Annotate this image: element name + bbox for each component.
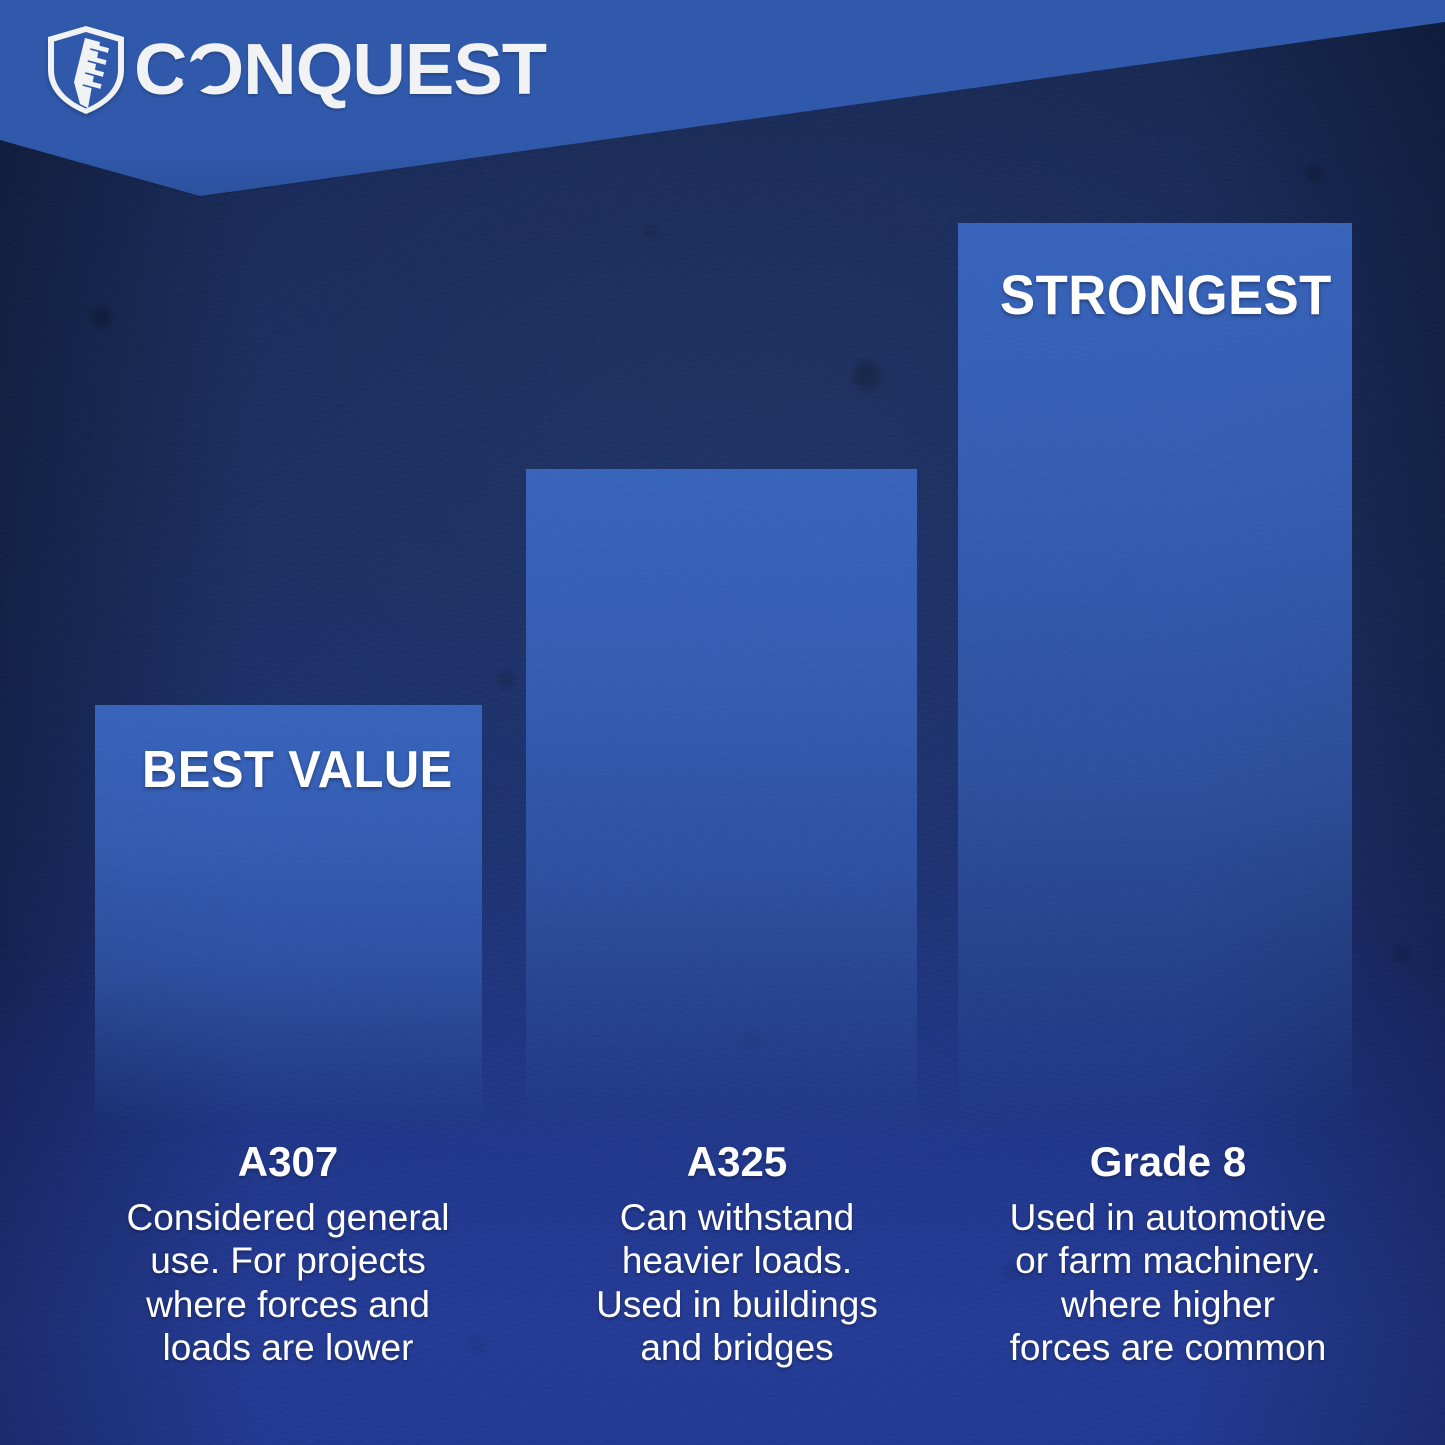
brand-logo[interactable]: CONQUEST <box>44 24 547 116</box>
caption-a307: A307 Considered general use. For project… <box>78 1138 498 1369</box>
caption-line: or farm machinery. <box>1015 1240 1321 1282</box>
caption-line: Used in buildings <box>596 1283 878 1325</box>
caption-line: heavier loads. <box>621 1240 853 1282</box>
caption-body-a307: Considered general use. For projects whe… <box>78 1196 498 1369</box>
caption-line: where higher <box>1061 1283 1275 1325</box>
caption-body-grade-8: Used in automotive or farm machinery. wh… <box>958 1196 1378 1369</box>
caption-body-a325: Can withstand heavier loads. Used in bui… <box>528 1196 946 1369</box>
bar-grade-8[interactable] <box>958 223 1352 1130</box>
caption-line: where forces and <box>146 1283 430 1325</box>
caption-title-grade-8: Grade 8 <box>1089 1138 1247 1185</box>
badge-best-value: BEST VALUE <box>142 741 453 799</box>
caption-a325: A325 Can withstand heavier loads. Used i… <box>528 1138 946 1369</box>
shield-bolt-icon <box>48 26 124 114</box>
caption-line: Used in automotive <box>1009 1197 1327 1239</box>
bar-a307[interactable] <box>95 705 482 1130</box>
caption-line: forces are common <box>1009 1326 1327 1368</box>
caption-line: loads are lower <box>162 1326 414 1368</box>
caption-title-a325: A325 <box>686 1138 788 1185</box>
caption-line: Considered general <box>126 1197 450 1239</box>
caption-title-a307: A307 <box>237 1138 339 1185</box>
caption-line: and bridges <box>640 1326 834 1368</box>
badge-strongest: STRONGEST <box>1000 263 1332 326</box>
caption-line: Can withstand <box>619 1197 855 1239</box>
caption-line: use. For projects <box>150 1240 426 1282</box>
caption-grade-8: Grade 8 Used in automotive or farm machi… <box>958 1138 1378 1369</box>
bar-a325[interactable] <box>526 469 917 1130</box>
